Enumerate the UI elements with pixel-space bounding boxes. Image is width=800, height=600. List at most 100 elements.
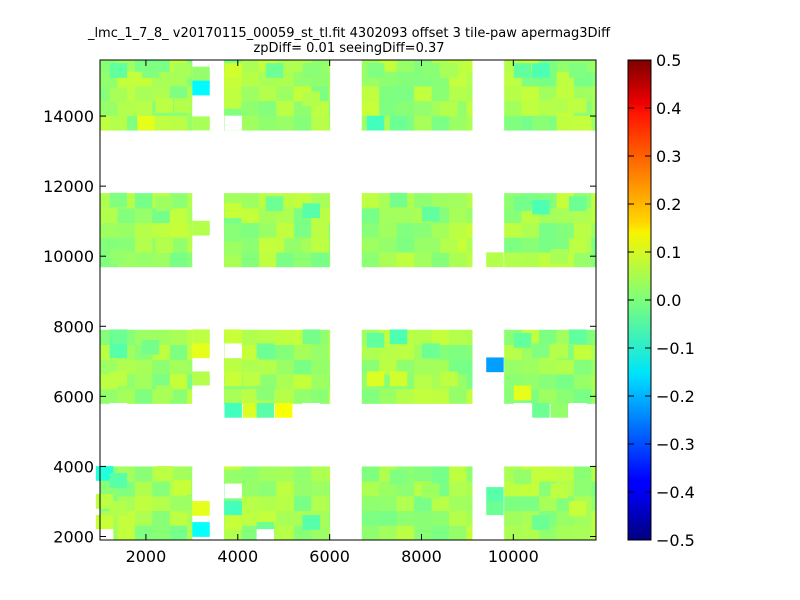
heatmap-cell (504, 252, 523, 268)
heatmap-cell (573, 252, 592, 268)
heatmap-cell (173, 63, 192, 78)
heatmap-cell (169, 222, 188, 238)
heatmap-cell (311, 237, 330, 253)
heatmap-cell (241, 495, 260, 512)
heatmap-cell (396, 222, 415, 238)
heatmap-cell (431, 252, 450, 268)
heatmap-cell (169, 373, 188, 390)
heatmap-cell (449, 344, 467, 360)
heatmap-cell (449, 359, 467, 375)
heatmap-cell (276, 252, 295, 268)
heatmap-cell (573, 388, 592, 404)
heatmap-cell (539, 495, 558, 512)
heatmap-cell (276, 222, 295, 238)
heatmap-cell (192, 501, 210, 516)
heatmap-cell (379, 481, 398, 497)
heatmap-cell (241, 85, 260, 102)
heatmap-cell (117, 207, 136, 224)
heatmap-cell (504, 85, 523, 102)
heatmap-cell (513, 385, 532, 401)
heatmap-cell (449, 60, 467, 72)
heatmap-cell (117, 388, 136, 404)
heatmap-cell (224, 63, 242, 78)
heatmap-cell (117, 359, 136, 375)
heatmap-cell (241, 388, 260, 404)
heatmap-cell (532, 515, 550, 530)
heatmap-cell (152, 510, 171, 526)
heatmap-cell (241, 344, 260, 360)
heatmap-cell (591, 71, 597, 87)
heatmap-cell (276, 388, 295, 404)
heatmap-cell (169, 510, 188, 526)
heatmap-cell (396, 252, 415, 268)
heatmap-cell (134, 207, 153, 224)
heatmap-cell (414, 510, 433, 526)
heatmap-cell (449, 329, 467, 345)
heatmap-cell (379, 344, 398, 360)
heatmap-cell (293, 388, 312, 404)
heatmap-cell (134, 510, 153, 526)
heatmap-cell (449, 466, 467, 482)
heatmap-cell (521, 100, 540, 116)
heatmap-cell (192, 66, 210, 82)
heatmap-cell (504, 115, 523, 131)
heatmap-cell (431, 525, 450, 541)
heatmap-cell (521, 237, 540, 253)
heatmap-cell (155, 466, 174, 481)
heatmap-cell (379, 525, 398, 541)
heatmap-cell (466, 60, 473, 72)
heatmap-cell (328, 193, 331, 209)
empty-cell (192, 248, 210, 264)
heatmap-cell (311, 344, 330, 360)
heatmap-cell (379, 237, 398, 253)
heatmap-cell (591, 359, 597, 375)
heatmap-cell (550, 483, 568, 499)
heatmap-cell (591, 525, 597, 541)
heatmap-cell (396, 60, 415, 72)
heatmap-cell (504, 207, 523, 224)
heatmap-cell (169, 115, 188, 131)
heatmap-cell (389, 329, 408, 345)
heatmap-cell (568, 63, 587, 78)
heatmap-cell (109, 87, 128, 103)
heatmap-cell (109, 343, 128, 359)
heatmap-cell (152, 359, 171, 375)
heatmap-cell (539, 329, 558, 345)
heatmap-cell (169, 85, 188, 102)
heatmap-cell (302, 515, 320, 530)
heatmap-cell (241, 237, 260, 253)
heatmap-cell (100, 359, 118, 375)
heatmap-cell (396, 71, 415, 87)
heatmap-cell (361, 525, 380, 541)
heatmap-cell (504, 495, 523, 512)
heatmap-cell (449, 481, 467, 497)
heatmap-cell (187, 207, 193, 224)
heatmap-cell (414, 222, 433, 238)
heatmap-cell (274, 403, 293, 418)
heatmap-cell (539, 373, 558, 390)
heatmap-cell (366, 371, 385, 387)
heatmap-cell (100, 100, 118, 116)
heatmap-cell (187, 329, 193, 345)
heatmap-cell (258, 222, 277, 238)
heatmap-cell (100, 237, 118, 253)
y-tick-label: 10000 (43, 247, 94, 266)
heatmap-cell (521, 222, 540, 238)
heatmap-cell (513, 332, 532, 348)
heatmap-cell (258, 85, 277, 102)
heatmap-cell (241, 207, 260, 224)
heatmap-cell (169, 525, 188, 541)
heatmap-cell (449, 525, 467, 541)
heatmap-cell (328, 495, 331, 512)
heatmap-cell (414, 115, 433, 131)
heatmap-cell (539, 222, 558, 238)
heatmap-cell (361, 252, 380, 268)
heatmap-cell (486, 501, 504, 516)
heatmap-cell (276, 373, 295, 390)
heatmap-cell (591, 344, 597, 360)
heatmap-cell (155, 196, 174, 212)
heatmap-cell (241, 100, 260, 116)
heatmap-cell (521, 373, 540, 390)
heatmap-cell (187, 466, 193, 482)
heatmap-cell (539, 466, 558, 482)
